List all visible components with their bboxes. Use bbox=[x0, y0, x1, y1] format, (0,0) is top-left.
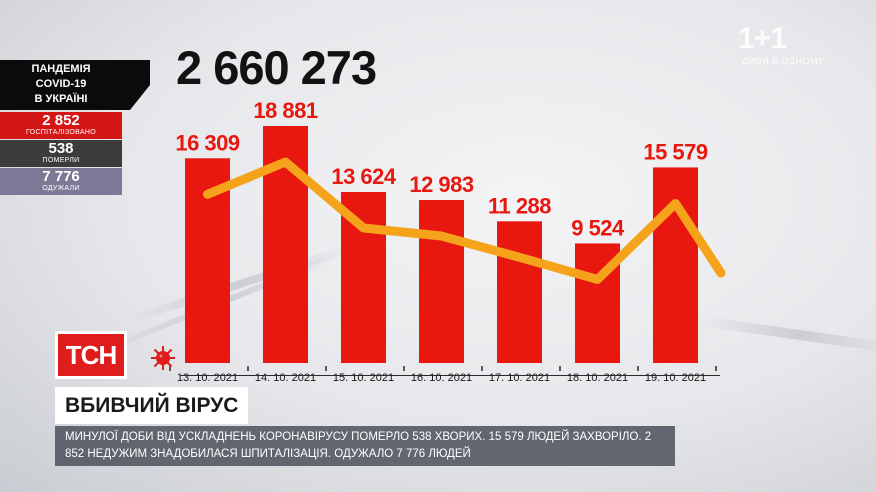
channel-logo-subtitle: ДИВИ В ОДНОМУ bbox=[742, 56, 825, 66]
stats-panel-title: ПАНДЕМІЯ COVID-19 В УКРАЇНІ bbox=[0, 60, 150, 110]
date-label: 17. 10. 2021 bbox=[489, 372, 550, 384]
bar-value-label: 16 309 bbox=[175, 130, 240, 155]
bar bbox=[497, 221, 542, 363]
headline: ВБИВЧИЙ ВІРУС bbox=[55, 387, 249, 424]
trend-line bbox=[203, 157, 726, 284]
bar bbox=[653, 167, 698, 363]
news-ticker: Минулої доби від ускладнень коронавірусу… bbox=[55, 426, 675, 466]
stats-title-line: COVID-19 bbox=[35, 78, 87, 90]
bar-value-label: 9 524 bbox=[571, 215, 625, 240]
date-label: 14. 10. 2021 bbox=[255, 372, 316, 384]
stat-died: 538 ПОМЕРЛИ bbox=[0, 140, 122, 167]
bar-value-label: 15 579 bbox=[643, 139, 708, 164]
bar-value-label: 18 881 bbox=[253, 98, 318, 123]
date-label: 18. 10. 2021 bbox=[567, 372, 628, 384]
stat-died-value: 538 bbox=[48, 140, 74, 157]
bar-value-label: 13 624 bbox=[331, 164, 397, 189]
stats-title-line: В УКРАЇНІ bbox=[34, 93, 88, 105]
stat-hospitalized-label: ГОСПІТАЛІЗОВАНО bbox=[26, 129, 96, 136]
bar bbox=[419, 200, 464, 363]
date-label: 13. 10. 2021 bbox=[177, 372, 238, 384]
date-label: 19. 10. 2021 bbox=[645, 372, 706, 384]
bar-value-label: 11 288 bbox=[488, 193, 551, 218]
stats-title-line: ПАНДЕМІЯ bbox=[31, 63, 91, 75]
channel-logo: 1+1 bbox=[738, 22, 787, 55]
stat-recovered-label: ОДУЖАЛИ bbox=[42, 185, 80, 192]
virus-icon bbox=[151, 346, 175, 370]
tsn-logo: ТСН bbox=[55, 331, 127, 379]
stat-recovered: 7 776 ОДУЖАЛИ bbox=[0, 168, 122, 195]
stat-recovered-value: 7 776 bbox=[42, 168, 80, 185]
date-axis-line bbox=[180, 375, 720, 376]
total-cases: 2 660 273 bbox=[176, 41, 377, 94]
date-label: 15. 10. 2021 bbox=[333, 372, 394, 384]
date-label: 16. 10. 2021 bbox=[411, 372, 472, 384]
stat-hospitalized-value: 2 852 bbox=[42, 112, 80, 129]
stat-hospitalized: 2 852 ГОСПІТАЛІЗОВАНО bbox=[0, 112, 122, 139]
bar-value-label: 12 983 bbox=[409, 172, 474, 197]
stat-died-label: ПОМЕРЛИ bbox=[42, 157, 80, 164]
